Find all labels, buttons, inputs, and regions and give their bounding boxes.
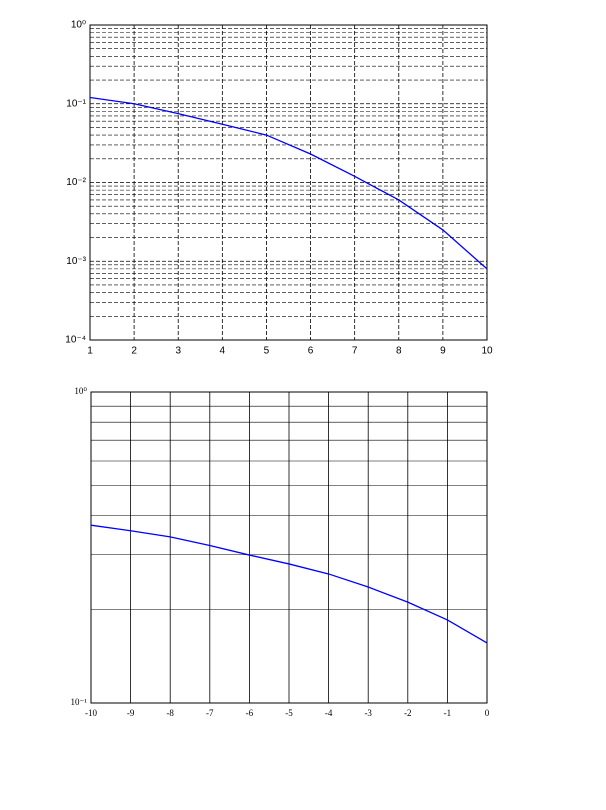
- y-tick-label: 10⁻⁴: [65, 335, 86, 346]
- x-tick-label: 8: [396, 346, 402, 357]
- x-tick-label: 10: [481, 346, 493, 357]
- y-tick-label: 10⁻³: [66, 256, 86, 267]
- line-series: [89, 96, 488, 270]
- x-tick-label: -10: [85, 708, 97, 718]
- x-tick-label: 7: [352, 346, 358, 357]
- y-tick-label: 10⁻¹: [71, 697, 88, 707]
- x-tick-label: -5: [285, 708, 293, 718]
- x-tick-label: -7: [206, 708, 214, 718]
- x-tick-label: 9: [440, 346, 446, 357]
- y-tick-label: 10⁻²: [66, 177, 86, 188]
- x-tick-label: 6: [308, 346, 314, 357]
- x-tick-label: -6: [246, 708, 254, 718]
- plot-frame: [89, 24, 488, 341]
- x-tick-label: 1: [87, 346, 93, 357]
- x-tick-label: 2: [131, 346, 137, 357]
- x-tick-label: -4: [325, 708, 333, 718]
- x-tick-label: 4: [220, 346, 226, 357]
- x-tick-label: 5: [264, 346, 270, 357]
- y-tick-label: 10⁰: [71, 20, 86, 31]
- y-tick-label: 10⁻¹: [66, 98, 86, 109]
- x-tick-label: 3: [175, 346, 181, 357]
- x-tick-label: 0: [485, 708, 490, 718]
- x-tick-label: -8: [166, 708, 174, 718]
- x-tick-label: -1: [444, 708, 452, 718]
- x-tick-label: -9: [127, 708, 135, 718]
- x-tick-label: -3: [364, 708, 372, 718]
- line-series: [90, 524, 488, 644]
- x-tick-label: -2: [404, 708, 412, 718]
- y-tick-label: 10⁰: [74, 386, 87, 396]
- plot: 10⁻⁴ 10⁻³ 10⁻² 10⁻¹ 10⁰ 1 2 3 4 5 6 7 8 9 10: [65, 20, 493, 357]
- plot-frame: [90, 391, 488, 704]
